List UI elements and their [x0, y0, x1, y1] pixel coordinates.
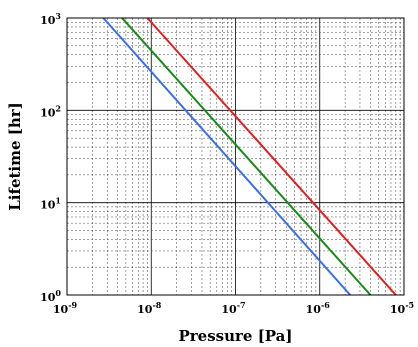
tick-labels: 10-9 10-8 10-7 10-6 10-5 100 101 102 103 — [40, 11, 414, 316]
x-tick-label: 10-9 — [53, 300, 78, 316]
grid — [66, 18, 404, 296]
x-axis-label: Pressure [Pa] — [179, 327, 293, 345]
x-tick-label: 10-8 — [137, 300, 162, 316]
y-tick-label: 101 — [40, 196, 61, 212]
x-tick-label: 10-5 — [390, 300, 414, 316]
x-tick-label: 10-6 — [306, 300, 331, 316]
series-line-3 — [146, 17, 397, 296]
series-line-1 — [102, 17, 351, 296]
y-tick-label: 102 — [40, 103, 61, 119]
series-layer — [102, 17, 397, 296]
plot-frame — [66, 17, 405, 296]
y-tick-label: 103 — [40, 11, 61, 27]
y-axis-label: Lifetime [hr] — [6, 102, 24, 211]
series-line-2 — [121, 17, 372, 296]
x-tick-label: 10-7 — [221, 300, 245, 316]
y-tick-label: 100 — [40, 288, 61, 304]
